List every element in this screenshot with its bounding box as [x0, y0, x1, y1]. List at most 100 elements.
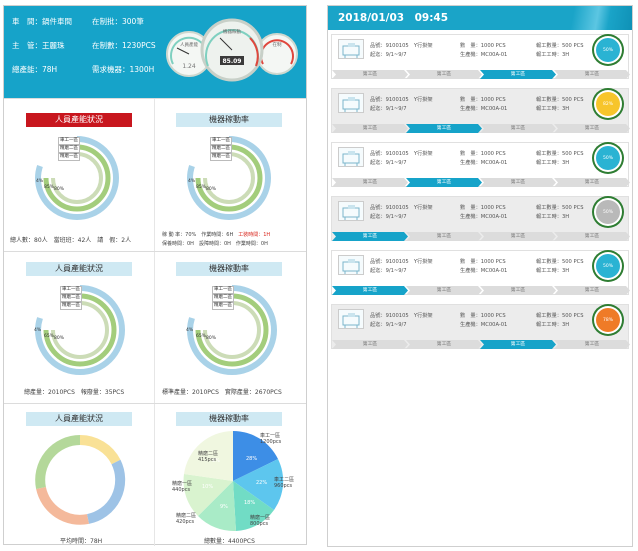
workorder-card[interactable]: 品號：9100105 Y行掛架 數 量：1000 PCS 報工數量：500 PCS 起…: [331, 88, 629, 133]
ring-label: 車工一區: [212, 286, 234, 294]
process-step[interactable]: 第工區: [332, 124, 408, 133]
datetime-header: 2018/01/03 09:45: [328, 6, 632, 30]
staff-capacity-title: 人員產能狀況: [26, 412, 132, 426]
machine-ring-chart: [187, 136, 271, 220]
ring-label: 精磨一區: [60, 302, 82, 310]
part-no: 品號：9100105 Y行掛架: [370, 151, 433, 157]
process-steps: 第工區 第工區 第工區 第工區: [332, 286, 628, 295]
section-2: 人員產能狀況 機器稼動率 車工一區 精磨二區 精磨一區 4% 65% 80% 總…: [4, 251, 306, 403]
ring-pct: 80%: [54, 336, 65, 341]
process-step[interactable]: 第工區: [480, 286, 556, 295]
section-divider: [154, 252, 155, 403]
reported-hours: 報工工時：3H: [536, 106, 570, 112]
progress-ring: 50%: [596, 254, 620, 278]
process-step[interactable]: 第工區: [406, 340, 482, 349]
ring-label: 車工一區: [58, 137, 80, 145]
ring-label: 精磨一區: [210, 153, 232, 161]
summary-header: 車 間：鍋件車間 主 管：王麗珠 總產能：78H 在制批：300筆 在制數：12…: [4, 6, 306, 98]
date-range: 起迄：9/1~9/7: [370, 160, 407, 166]
capacity-info: 總產能：78H: [12, 65, 58, 74]
machine-id: 生產機：MC00A-01: [460, 322, 508, 328]
time-stats: 平均時間：78H: [60, 538, 103, 545]
output-ring-chart: [35, 285, 125, 375]
svg-text:機器稼動: 機器稼動: [223, 28, 241, 35]
part-no: 品號：9100105 Y行掛架: [370, 205, 433, 211]
staff-ring-chart: [35, 136, 119, 220]
process-step[interactable]: 第工區: [332, 340, 408, 349]
process-steps: 第工區 第工區 第工區 第工區: [332, 340, 628, 349]
ring-label: 精磨二區: [210, 145, 232, 153]
ring-pct: 80%: [206, 336, 217, 341]
process-step[interactable]: 第工區: [554, 232, 630, 241]
machine-thumbnail: [338, 201, 364, 221]
ring-label: 車工一區: [60, 286, 82, 294]
workorder-card[interactable]: 品號：9100105 Y行掛架 數 量：1000 PCS 報工數量：500 PCS 起…: [331, 250, 629, 295]
quantity: 數 量：1000 PCS: [460, 205, 506, 211]
supervisor-info: 主 管：王麗珠: [12, 41, 65, 50]
ring-label: 精磨二區: [60, 294, 82, 302]
process-step[interactable]: 第工區: [554, 124, 630, 133]
orders-info: 在制批：300筆: [92, 17, 144, 26]
ring-pct: 4%: [188, 179, 196, 184]
output-stats: 總產量：2010PCS 報廢量：35PCS: [24, 389, 125, 396]
machine-stats-2: 保養時間：0H 設障時間：0H 作業時間：0H: [162, 241, 268, 247]
machine-util-title: 機器稼動率: [176, 412, 282, 426]
section-3: 人員產能狀況 機器稼動率 平均時間：78H 28% 22% 18% 9% 10%…: [4, 403, 306, 546]
process-step[interactable]: 第工區: [406, 286, 482, 295]
process-step[interactable]: 第工區: [480, 70, 556, 79]
ring-pct: 65%: [44, 334, 55, 339]
process-step[interactable]: 第工區: [554, 70, 630, 79]
progress-ring: 82%: [596, 92, 620, 116]
machine-thumbnail: [338, 147, 364, 167]
pie-label: 車工二區 960pcs: [274, 477, 295, 489]
ring-label: 精磨二區: [212, 294, 234, 302]
section-divider: [154, 99, 155, 251]
svg-text:18%: 18%: [244, 500, 255, 506]
process-step[interactable]: 第工區: [480, 232, 556, 241]
progress-ring: 50%: [596, 146, 620, 170]
section-1: 人員產能狀況 機器稼動率 車工一區 精磨二區 精磨一區 4% 85% 80% 總…: [4, 98, 306, 251]
process-step[interactable]: 第工區: [554, 286, 630, 295]
workorder-panel: 2018/01/03 09:45 品號：9100105 Y行掛架數 量：1000…: [327, 5, 633, 547]
machine-thumbnail: [338, 93, 364, 113]
svg-text:28%: 28%: [246, 456, 257, 462]
machine-util-title: 機器稼動率: [176, 262, 282, 276]
progress-ring: 50%: [596, 200, 620, 224]
demand-info: 需求機器：1300H: [92, 65, 155, 74]
machine-output-stats: 標準產量：2010PCS 實際產量：2670PCS: [162, 389, 282, 396]
machine-thumbnail: [338, 309, 364, 329]
process-step[interactable]: 第工區: [406, 178, 482, 187]
process-step[interactable]: 第工區: [332, 232, 408, 241]
ring-pct: 85%: [44, 185, 55, 190]
pie-label: 精磨一區 440pcs: [172, 481, 193, 493]
process-step[interactable]: 第工區: [332, 286, 408, 295]
process-step[interactable]: 第工區: [406, 232, 482, 241]
process-steps: 第工區 第工區 第工區 第工區: [332, 124, 628, 133]
process-step[interactable]: 第工區: [332, 178, 408, 187]
process-step[interactable]: 第工區: [480, 340, 556, 349]
gauge-cluster: 人員產能 1.24 在制 機器稼動 85.09: [166, 18, 298, 82]
process-step[interactable]: 第工區: [554, 340, 630, 349]
process-steps: 第工區 第工區 第工區 第工區: [332, 178, 628, 187]
workorder-card[interactable]: 品號：9100105 Y行掛架 數 量：1000 PCS 報工數量：500 PCS 起…: [331, 304, 629, 349]
process-step[interactable]: 第工區: [480, 178, 556, 187]
process-step[interactable]: 第工區: [332, 70, 408, 79]
machine-util-title: 機器稼動率: [176, 113, 282, 127]
reported-qty: 報工數量：500 PCS: [536, 97, 584, 103]
ring-pct: 4%: [186, 328, 194, 333]
process-step[interactable]: 第工區: [554, 178, 630, 187]
part-no: 品號：9100105 Y行掛架: [370, 259, 433, 265]
workorder-card[interactable]: 品號：9100105 Y行掛架 數 量：1000 PCS 報工數量：500 PCS 起…: [331, 196, 629, 241]
process-step[interactable]: 第工區: [406, 70, 482, 79]
process-step[interactable]: 第工區: [480, 124, 556, 133]
process-step[interactable]: 第工區: [406, 124, 482, 133]
workorder-card[interactable]: 品號：9100105 Y行掛架 數 量：1000 PCS 報工數量：500 PCS 起…: [331, 142, 629, 187]
svg-text:85.09: 85.09: [223, 58, 242, 65]
machine-pie-chart: 28% 22% 18% 9% 10% 9%: [183, 430, 284, 532]
quantity: 數 量：1000 PCS: [460, 313, 506, 319]
reported-qty: 報工數量：500 PCS: [536, 151, 584, 157]
workorder-card[interactable]: 品號：9100105 Y行掛架 數 量：1000 PCS 報工數量：500 PCS 起…: [331, 34, 629, 79]
section-divider: [154, 404, 155, 546]
progress-ring: 78%: [596, 308, 620, 332]
staff-stats: 總人數：80人 當班班：42人 請 假：2人: [10, 237, 132, 244]
